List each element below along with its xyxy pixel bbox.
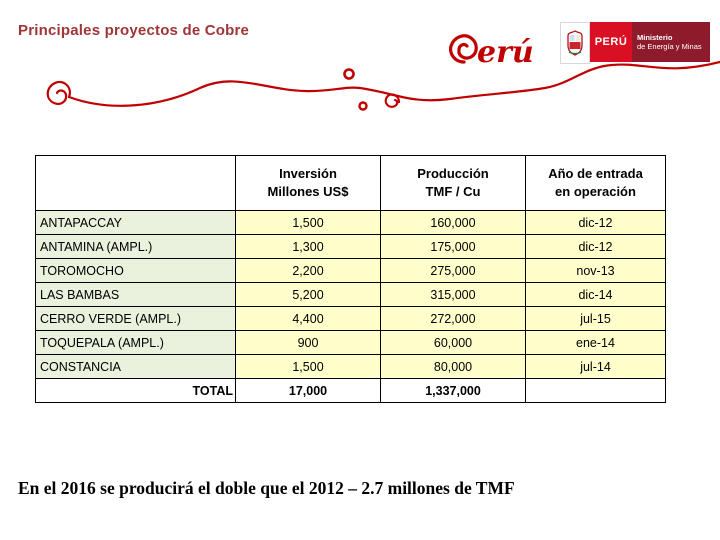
table-row: TOQUEPALA (AMPL.) 900 60,000 ene-14 xyxy=(35,330,666,355)
ministry-name-line1: Ministerio xyxy=(637,32,673,42)
entrada-cell: jul-15 xyxy=(525,306,666,331)
header-entrada: Año de entrada en operación xyxy=(525,155,666,211)
project-name-cell: TOROMOCHO xyxy=(35,258,236,283)
table-row: LAS BAMBAS 5,200 315,000 dic-14 xyxy=(35,282,666,307)
project-name-cell: LAS BAMBAS xyxy=(35,282,236,307)
produccion-cell: 272,000 xyxy=(380,306,526,331)
produccion-cell: 60,000 xyxy=(380,330,526,355)
produccion-cell: 80,000 xyxy=(380,354,526,379)
inversion-cell: 2,200 xyxy=(235,258,381,283)
entrada-cell: dic-12 xyxy=(525,210,666,235)
total-inversion-cell: 17,000 xyxy=(235,378,381,403)
decorative-swirl xyxy=(46,60,720,111)
inversion-cell: 1,300 xyxy=(235,234,381,259)
total-label-cell: TOTAL xyxy=(35,378,236,403)
produccion-cell: 315,000 xyxy=(380,282,526,307)
entrada-cell: nov-13 xyxy=(525,258,666,283)
peru-brand-logo: erú xyxy=(448,20,540,74)
project-name-cell: TOQUEPALA (AMPL.) xyxy=(35,330,236,355)
table-row: ANTAPACCAY 1,500 160,000 dic-12 xyxy=(35,210,666,235)
project-name-cell: ANTAMINA (AMPL.) xyxy=(35,234,236,259)
header-empty xyxy=(35,155,236,211)
table-row: ANTAMINA (AMPL.) 1,300 175,000 dic-12 xyxy=(35,234,666,259)
coat-of-arms-box xyxy=(560,22,590,64)
entrada-cell: jul-14 xyxy=(525,354,666,379)
peru-coat-of-arms-icon xyxy=(567,30,583,56)
produccion-cell: 275,000 xyxy=(380,258,526,283)
header-line: Producción xyxy=(417,166,489,182)
produccion-cell: 175,000 xyxy=(380,234,526,259)
total-entrada-cell xyxy=(525,378,666,403)
total-produccion-cell: 1,337,000 xyxy=(380,378,526,403)
project-name-cell: CERRO VERDE (AMPL.) xyxy=(35,306,236,331)
header-produccion: Producción TMF / Cu xyxy=(380,155,526,211)
table-row: CERRO VERDE (AMPL.) 4,400 272,000 jul-15 xyxy=(35,306,666,331)
peru-spiral-icon: erú xyxy=(449,34,534,70)
inversion-cell: 5,200 xyxy=(235,282,381,307)
peru-brand-text: erú xyxy=(477,35,534,70)
header-line: TMF / Cu xyxy=(425,184,481,199)
inversion-cell: 900 xyxy=(235,330,381,355)
ministry-country-label: PERÚ xyxy=(590,22,632,62)
project-name-cell: ANTAPACCAY xyxy=(35,210,236,235)
header-line: en operación xyxy=(555,184,636,199)
ministry-name-line2: de Energía y Minas xyxy=(637,42,702,51)
small-circle-icon xyxy=(358,101,368,111)
entrada-cell: dic-12 xyxy=(525,234,666,259)
slide-title: Principales proyectos de Cobre xyxy=(18,22,250,39)
produccion-cell: 160,000 xyxy=(380,210,526,235)
ministry-logo: PERÚ Ministerio de Energía y Minas xyxy=(560,22,710,64)
copper-projects-table: Inversión Millones US$ Producción TMF / … xyxy=(35,155,666,403)
entrada-cell: ene-14 xyxy=(525,330,666,355)
project-name-cell: CONSTANCIA xyxy=(35,354,236,379)
ministry-name: Ministerio de Energía y Minas xyxy=(632,22,710,62)
header-line: Inversión xyxy=(279,166,337,182)
inversion-cell: 4,400 xyxy=(235,306,381,331)
table-row: CONSTANCIA 1,500 80,000 jul-14 xyxy=(35,354,666,379)
header-line: Año de entrada xyxy=(548,166,643,182)
mini-spiral-icon xyxy=(384,93,401,108)
inversion-cell: 1,500 xyxy=(235,354,381,379)
conclusion-text: En el 2016 se producirá el doble que el … xyxy=(18,478,515,498)
header-inversion: Inversión Millones US$ xyxy=(235,155,381,211)
left-spiral-icon xyxy=(46,80,71,105)
small-circle-icon xyxy=(343,68,355,80)
table-row: TOROMOCHO 2,200 275,000 nov-13 xyxy=(35,258,666,283)
header-line: Millones US$ xyxy=(267,184,349,199)
table-header-row: Inversión Millones US$ Producción TMF / … xyxy=(35,155,666,211)
inversion-cell: 1,500 xyxy=(235,210,381,235)
table-total-row: TOTAL 17,000 1,337,000 xyxy=(35,378,666,403)
wave-line xyxy=(67,60,720,107)
entrada-cell: dic-14 xyxy=(525,282,666,307)
